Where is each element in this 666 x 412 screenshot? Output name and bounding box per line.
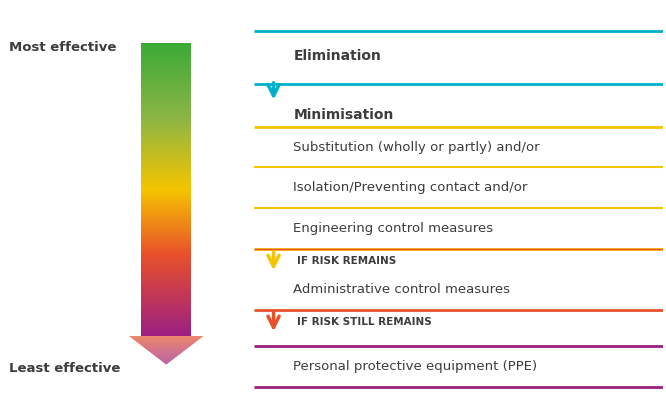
Text: Administrative control measures: Administrative control measures (294, 283, 510, 296)
Text: Substitution (wholly or partly) and/or: Substitution (wholly or partly) and/or (294, 140, 540, 154)
Text: Personal protective equipment (PPE): Personal protective equipment (PPE) (294, 360, 537, 373)
Text: Minimisation: Minimisation (294, 108, 394, 122)
Text: Most effective: Most effective (9, 41, 117, 54)
Text: IF RISK REMAINS: IF RISK REMAINS (296, 256, 396, 266)
Text: Least effective: Least effective (9, 362, 121, 375)
Text: Elimination: Elimination (294, 49, 381, 63)
Text: Isolation/Preventing contact and/or: Isolation/Preventing contact and/or (294, 181, 527, 194)
Text: IF RISK STILL REMAINS: IF RISK STILL REMAINS (296, 317, 432, 327)
Text: Engineering control measures: Engineering control measures (294, 222, 494, 235)
